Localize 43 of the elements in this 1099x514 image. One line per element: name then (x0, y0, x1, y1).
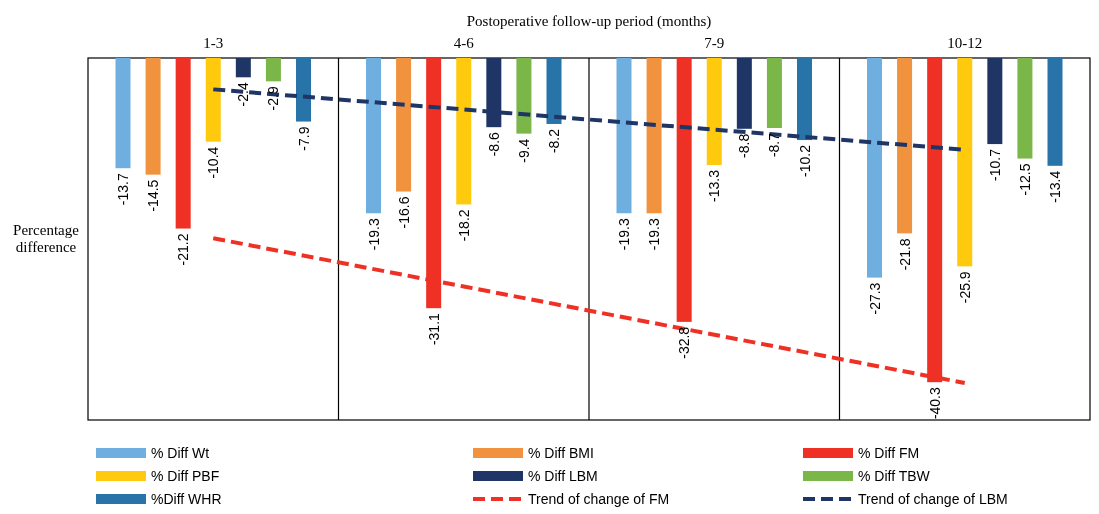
legend-label: %Diff WHR (151, 491, 222, 507)
x-tick-label: 4-6 (453, 35, 475, 51)
x-tick-label: 7-9 (704, 35, 725, 51)
data-label: -32.8 (676, 326, 693, 359)
data-label: -14.5 (145, 179, 162, 212)
legend-label: % Diff Wt (151, 445, 210, 461)
data-label: -21.8 (896, 238, 913, 271)
data-label: -8.8 (736, 133, 753, 158)
data-label: -13.7 (115, 173, 131, 206)
data-label: -19.3 (365, 218, 382, 251)
data-label: -7.9 (295, 126, 312, 151)
x-tick-label: 10-12 (947, 35, 983, 51)
data-label: -21.2 (175, 233, 192, 266)
x-tick-label: 1-3 (203, 35, 224, 51)
data-label: -8.6 (485, 131, 502, 157)
legend-label: % Diff LBM (528, 468, 598, 484)
data-label: -8.7 (766, 132, 783, 158)
x-axis-title: Postoperative follow-up period (months) (466, 13, 712, 30)
data-label: -19.3 (616, 218, 632, 251)
data-label: -13.4 (1047, 170, 1063, 203)
y-axis-title: Percentage difference (13, 222, 80, 255)
legend-label: Trend of change of LBM (858, 491, 1008, 507)
data-label: -2.9 (265, 86, 282, 111)
data-label: -19.3 (646, 218, 663, 251)
legend-label: % Diff PBF (151, 468, 220, 484)
data-label: -8.2 (546, 128, 562, 154)
legend-label: Trend of change of FM (528, 491, 670, 507)
data-label: -9.4 (515, 138, 532, 163)
legend-label: % Diff FM (858, 445, 920, 461)
data-label: -10.4 (205, 146, 222, 179)
data-label: -2.4 (235, 82, 252, 107)
data-label: -16.6 (395, 196, 412, 229)
data-label: -40.3 (926, 386, 943, 420)
legend-label: % Diff BMI (528, 445, 594, 461)
data-label: -25.9 (956, 271, 973, 304)
data-label: -31.1 (425, 312, 442, 346)
data-label: -12.5 (1016, 163, 1033, 196)
data-label: -10.2 (796, 144, 813, 177)
data-label: -13.3 (706, 169, 723, 202)
data-label: -18.2 (455, 209, 472, 242)
legend-label: % Diff TBW (858, 468, 931, 484)
data-label: -27.3 (866, 282, 883, 315)
data-label: -10.7 (986, 148, 1003, 181)
